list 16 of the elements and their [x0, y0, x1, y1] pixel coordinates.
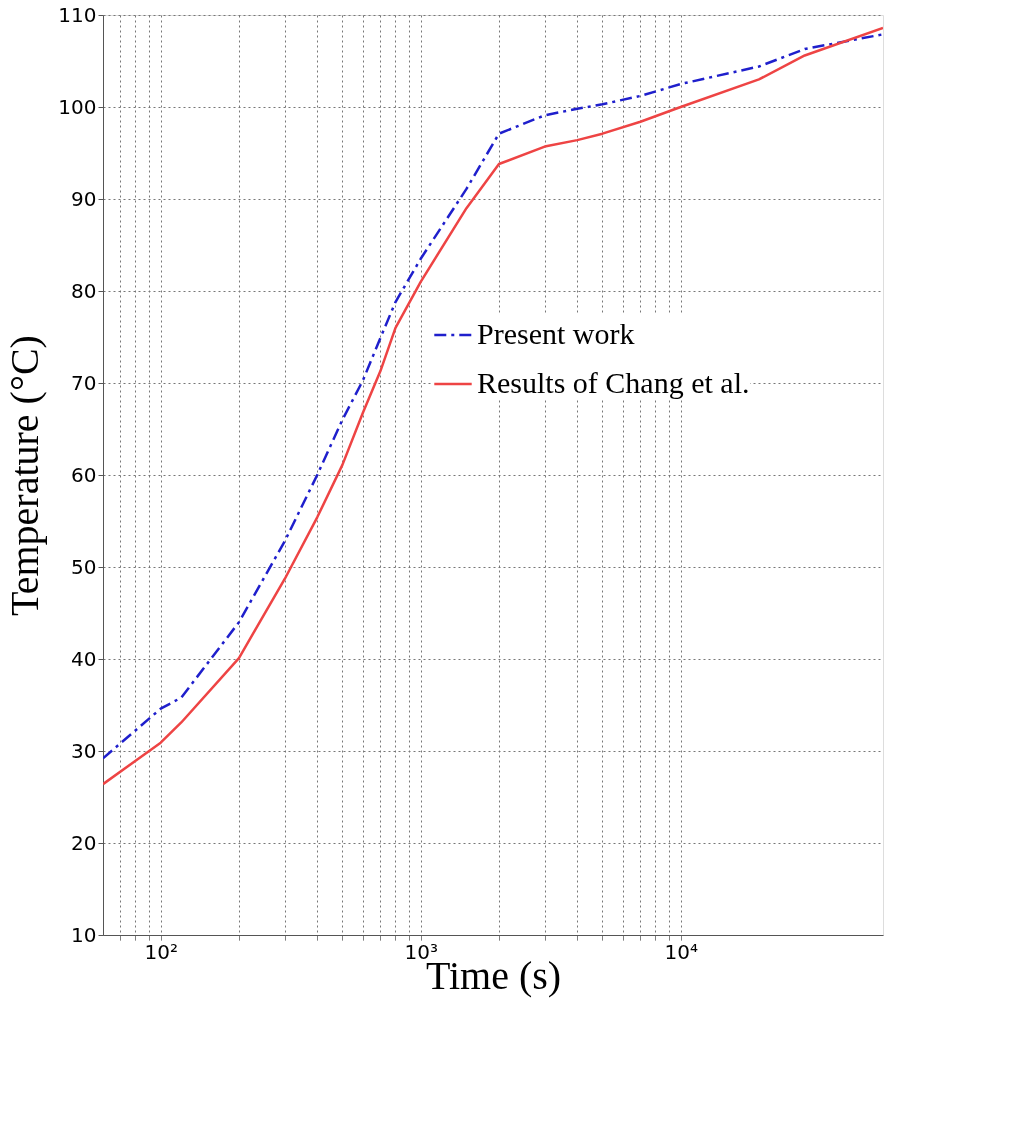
- x-tick-label: 10⁴: [664, 939, 698, 964]
- y-tick-label: 110: [58, 2, 97, 27]
- y-tick-label: 80: [71, 278, 97, 303]
- y-tick-label: 70: [71, 370, 97, 395]
- y-tick-label: 50: [71, 554, 97, 579]
- x-tick-label: 10²: [144, 939, 178, 964]
- y-tick-label: 10: [71, 922, 97, 947]
- y-axis-title: Temperature (°C): [2, 335, 48, 616]
- legend-label: Present work: [477, 317, 635, 350]
- legend-label: Results of Chang et al.: [477, 366, 750, 399]
- y-tick-label: 90: [71, 186, 97, 211]
- y-tick-label: 20: [71, 830, 97, 855]
- y-tick-label: 100: [58, 94, 97, 119]
- y-tick-label: 30: [71, 738, 97, 763]
- y-tick-label: 40: [71, 646, 97, 671]
- y-tick-label: 60: [71, 462, 97, 487]
